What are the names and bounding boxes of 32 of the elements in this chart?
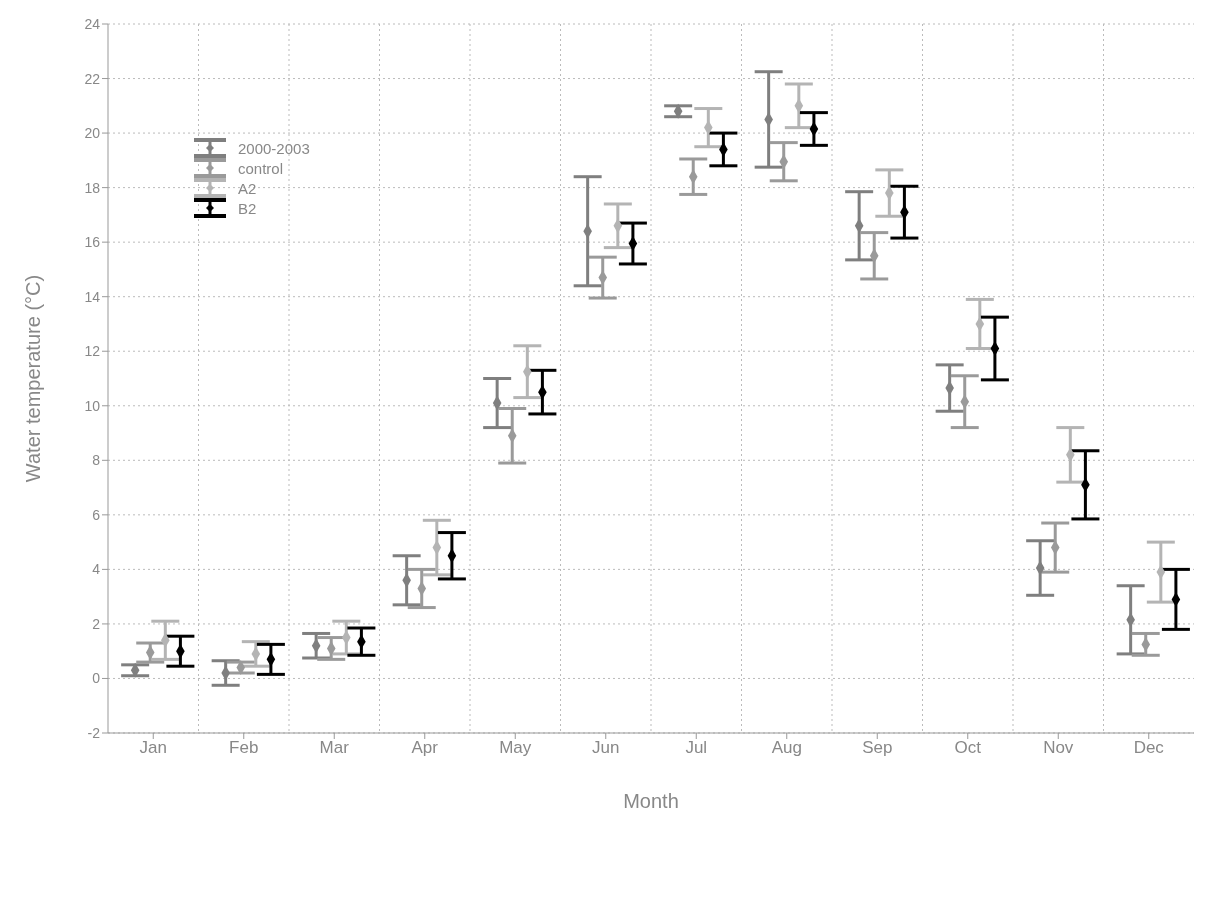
legend-label: B2 xyxy=(238,199,257,217)
x-axis-title: Month xyxy=(623,790,679,812)
x-tick-label: Jul xyxy=(685,738,708,758)
y-tick-label: 6 xyxy=(92,506,101,523)
y-tick-label: 12 xyxy=(84,343,101,360)
y-tick-label: -2 xyxy=(87,724,101,741)
x-tick-label: Dec xyxy=(1133,738,1165,758)
x-tick-label: Nov xyxy=(1043,738,1074,758)
y-tick-label: 24 xyxy=(84,15,101,32)
x-tick-label: May xyxy=(499,738,532,758)
y-tick-label: 16 xyxy=(84,234,101,251)
x-tick-label: Aug xyxy=(771,738,802,758)
y-tick-label: 18 xyxy=(84,179,101,196)
y-axis-title: Water temperature (°C) xyxy=(22,274,45,483)
x-tick-label: Oct xyxy=(954,738,982,758)
y-tick-label: 8 xyxy=(92,452,101,469)
legend-label: 2000-2003 xyxy=(238,139,310,157)
y-tick-label: 10 xyxy=(84,397,101,414)
y-tick-label: 0 xyxy=(92,670,101,687)
legend-label: A2 xyxy=(238,179,257,197)
y-tick-label: 20 xyxy=(84,125,101,142)
y-tick-label: 22 xyxy=(84,70,101,87)
y-tick-label: 2 xyxy=(92,615,101,632)
x-tick-label: Sep xyxy=(862,738,893,758)
x-tick-label: Feb xyxy=(229,738,259,758)
y-tick-label: 4 xyxy=(92,561,101,578)
x-tick-label: Jun xyxy=(592,738,620,758)
x-tick-label: Apr xyxy=(411,738,439,758)
y-tick-label: 14 xyxy=(84,288,101,305)
x-tick-label: Mar xyxy=(319,738,350,758)
x-tick-label: Jan xyxy=(139,738,167,758)
legend-label: control xyxy=(238,159,284,177)
